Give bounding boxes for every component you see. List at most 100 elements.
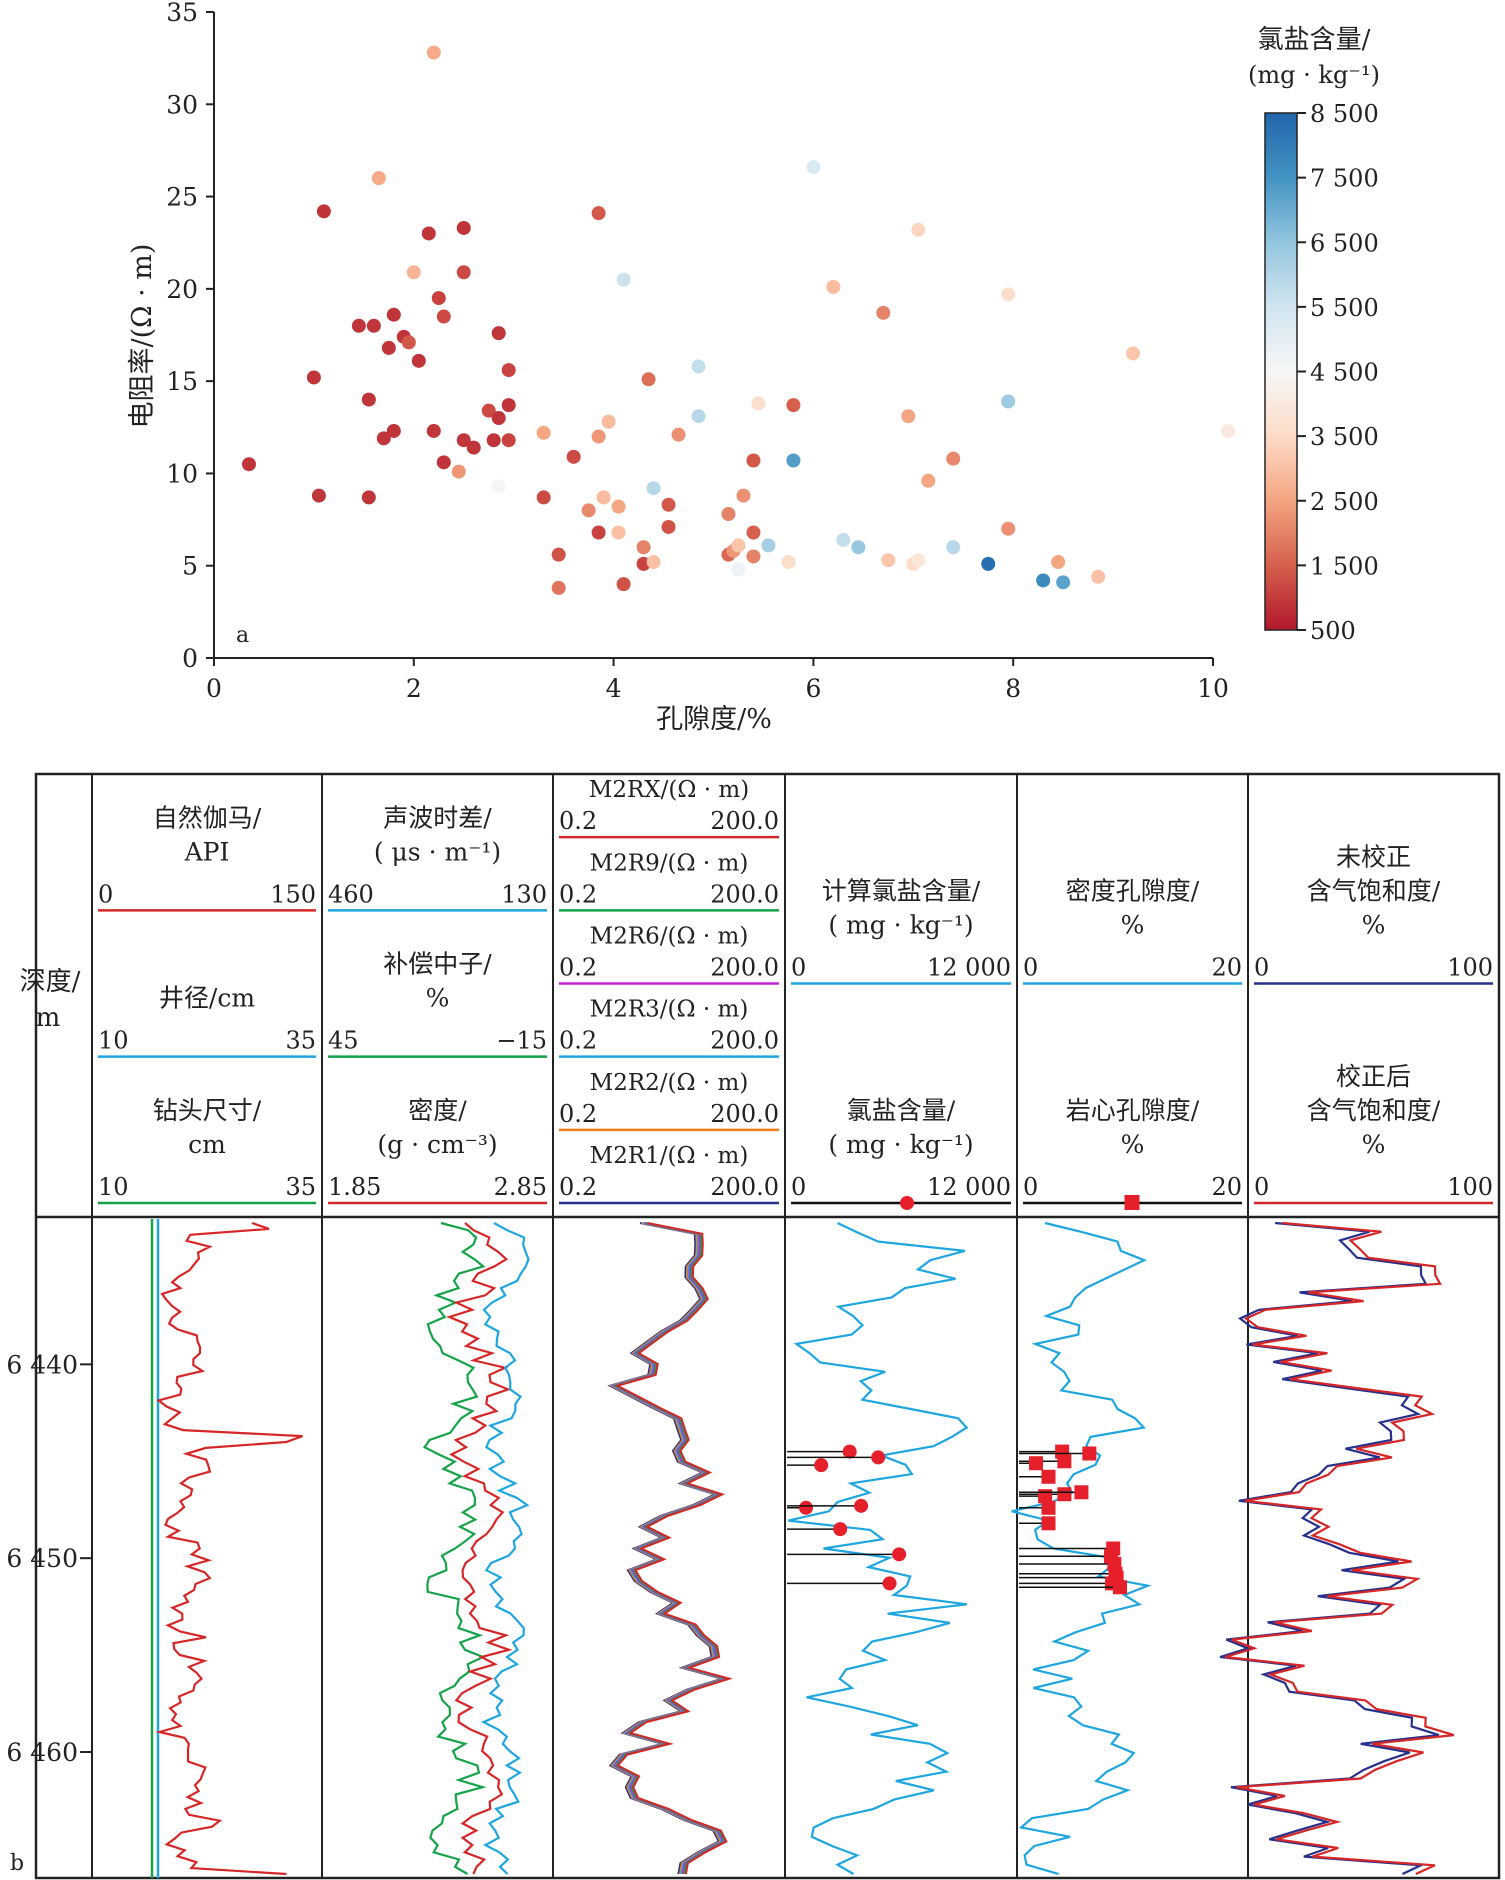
curve-title: 岩心孔隙度/ bbox=[1066, 1096, 1200, 1125]
scale-max: 100 bbox=[1447, 954, 1493, 982]
track-legend-row: 460 130 声波时差/ ( μs · m⁻¹) bbox=[328, 803, 547, 912]
y-tick-label: 5 bbox=[182, 552, 198, 581]
x-tick-label: 0 bbox=[206, 674, 222, 703]
scatter-point bbox=[491, 411, 506, 426]
track-headers: 0 150 自然伽马/API 10 35 井径/cm 10 35 钻头尺寸/cm 460 130 声波… bbox=[98, 777, 1493, 1210]
core-porosity-sample bbox=[1082, 1446, 1097, 1461]
scatter-point bbox=[736, 488, 751, 503]
panel-b-well-log: 0 150 自然伽马/API 10 35 井径/cm 10 35 钻头尺寸/cm 460 130 声波… bbox=[6, 772, 1501, 1880]
curve-title: M2R1/(Ω · m) bbox=[590, 1143, 749, 1169]
colorbar-tick-label: 1 500 bbox=[1310, 552, 1379, 580]
scatter-point bbox=[456, 433, 471, 448]
scatter-point bbox=[371, 171, 386, 186]
scale-min: 0 bbox=[1023, 954, 1038, 982]
curve-title: ( μs · m⁻¹) bbox=[374, 837, 501, 866]
y-tick-label: 25 bbox=[166, 183, 198, 212]
track-legend-row: 10 35 井径/cm bbox=[98, 984, 316, 1058]
core-porosity-sample bbox=[1041, 1516, 1056, 1531]
chloride-sample bbox=[854, 1498, 869, 1513]
core-porosity-sample bbox=[1041, 1500, 1056, 1515]
scale-max: 100 bbox=[1447, 1173, 1493, 1201]
scatter-point bbox=[241, 457, 256, 472]
chloride-sample bbox=[842, 1444, 857, 1459]
track-legend-row: 0 12 000 计算氯盐含量/ ( mg · kg⁻¹) bbox=[791, 877, 1011, 985]
scatter-point bbox=[311, 488, 326, 503]
curve-title: 钻头尺寸/ bbox=[153, 1096, 262, 1125]
depth-track: 深度/ m 6 440 6 450 6 460 bbox=[6, 967, 92, 1767]
x-tick-label: 8 bbox=[1005, 674, 1021, 703]
scatter-point bbox=[826, 280, 841, 295]
y-tick-label: 10 bbox=[166, 459, 198, 488]
scatter-point bbox=[566, 449, 581, 464]
scatter-point bbox=[456, 220, 471, 235]
colorbar: 氯盐含量/ (mg · kg⁻¹) 500 1 500 2 500 3 500 4 50… bbox=[1248, 25, 1380, 645]
scatter-point bbox=[806, 160, 821, 175]
depth-title: 深度/ bbox=[20, 967, 81, 997]
scatter-point bbox=[671, 427, 686, 442]
scale-min: 0.2 bbox=[559, 1027, 597, 1055]
scatter-point bbox=[406, 265, 421, 280]
scatter-point bbox=[901, 409, 916, 424]
scatter-point bbox=[616, 272, 631, 287]
y-tick-label: 30 bbox=[166, 90, 198, 119]
curve-title: 未校正 bbox=[1336, 843, 1411, 872]
core-porosity-sample bbox=[1113, 1580, 1128, 1595]
scatter-point bbox=[781, 555, 796, 570]
scale-min: 10 bbox=[98, 1173, 129, 1201]
log-curve bbox=[1224, 1221, 1455, 1876]
scale-max: 200.0 bbox=[710, 880, 779, 908]
scatter-point bbox=[591, 525, 606, 540]
core-porosity-sample bbox=[1074, 1485, 1089, 1500]
scatter-point bbox=[1051, 555, 1066, 570]
track-legend-row: 0 20 密度孔隙度/% bbox=[1023, 877, 1242, 985]
scatter-point bbox=[881, 553, 896, 568]
scale-min: 0 bbox=[791, 1173, 806, 1201]
colorbar-ticks: 500 1 500 2 500 3 500 4 500 5 500 6 500 7 500 8 … bbox=[1297, 100, 1379, 645]
scatter-point bbox=[596, 490, 611, 505]
scale-min: 0 bbox=[1254, 954, 1269, 982]
scale-min: 0 bbox=[1023, 1173, 1038, 1201]
scale-max: 2.85 bbox=[494, 1173, 547, 1201]
scatter-point bbox=[731, 538, 746, 553]
curve-title: % bbox=[426, 984, 450, 1013]
scale-max: 130 bbox=[501, 880, 547, 908]
track-legend-row: 0.2 200.0 M2R9/(Ω · m) bbox=[559, 850, 779, 912]
track-legend-row: 0 150 自然伽马/API bbox=[98, 803, 316, 912]
scatter-point bbox=[501, 363, 516, 378]
scatter-point bbox=[501, 398, 516, 413]
curve-title: % bbox=[1362, 911, 1386, 940]
scale-min: 0.2 bbox=[559, 807, 597, 835]
scale-max: 20 bbox=[1211, 954, 1242, 982]
scatter-point bbox=[591, 206, 606, 221]
scatter-point bbox=[421, 226, 436, 241]
depth-tick-label: 6 450 bbox=[6, 1544, 78, 1573]
track-legend-row: 45 −15 补偿中子/% bbox=[328, 950, 547, 1058]
scatter-point bbox=[426, 45, 441, 60]
track-legend-row: 1.85 2.85 密度/ (g · cm⁻³) bbox=[328, 1096, 547, 1205]
chloride-sample bbox=[833, 1522, 848, 1537]
scatter-point bbox=[376, 431, 391, 446]
scale-max: 200.0 bbox=[710, 807, 779, 835]
scatter-point bbox=[746, 549, 761, 564]
scatter-point bbox=[1220, 423, 1235, 438]
scale-max: 200.0 bbox=[710, 954, 779, 982]
scatter-point bbox=[351, 318, 366, 333]
depth-tick-label: 6 440 bbox=[6, 1350, 78, 1379]
scale-max: 200.0 bbox=[710, 1100, 779, 1128]
x-tick-label: 10 bbox=[1197, 674, 1229, 703]
log-curve bbox=[480, 1222, 530, 1875]
scatter-point bbox=[746, 453, 761, 468]
x-tick-label: 6 bbox=[805, 674, 821, 703]
colorbar-tick-label: 6 500 bbox=[1310, 229, 1379, 257]
scatter-point bbox=[661, 497, 676, 512]
colorbar-tick-label: 500 bbox=[1310, 617, 1356, 645]
scatter-point bbox=[361, 490, 376, 505]
scale-min: 0 bbox=[791, 954, 806, 982]
scatter-points bbox=[241, 45, 1235, 595]
curve-title: 含气饱和度/ bbox=[1307, 877, 1441, 906]
colorbar-tick-label: 3 500 bbox=[1310, 423, 1379, 451]
scatter-point bbox=[751, 396, 766, 411]
scatter-point bbox=[981, 556, 996, 571]
